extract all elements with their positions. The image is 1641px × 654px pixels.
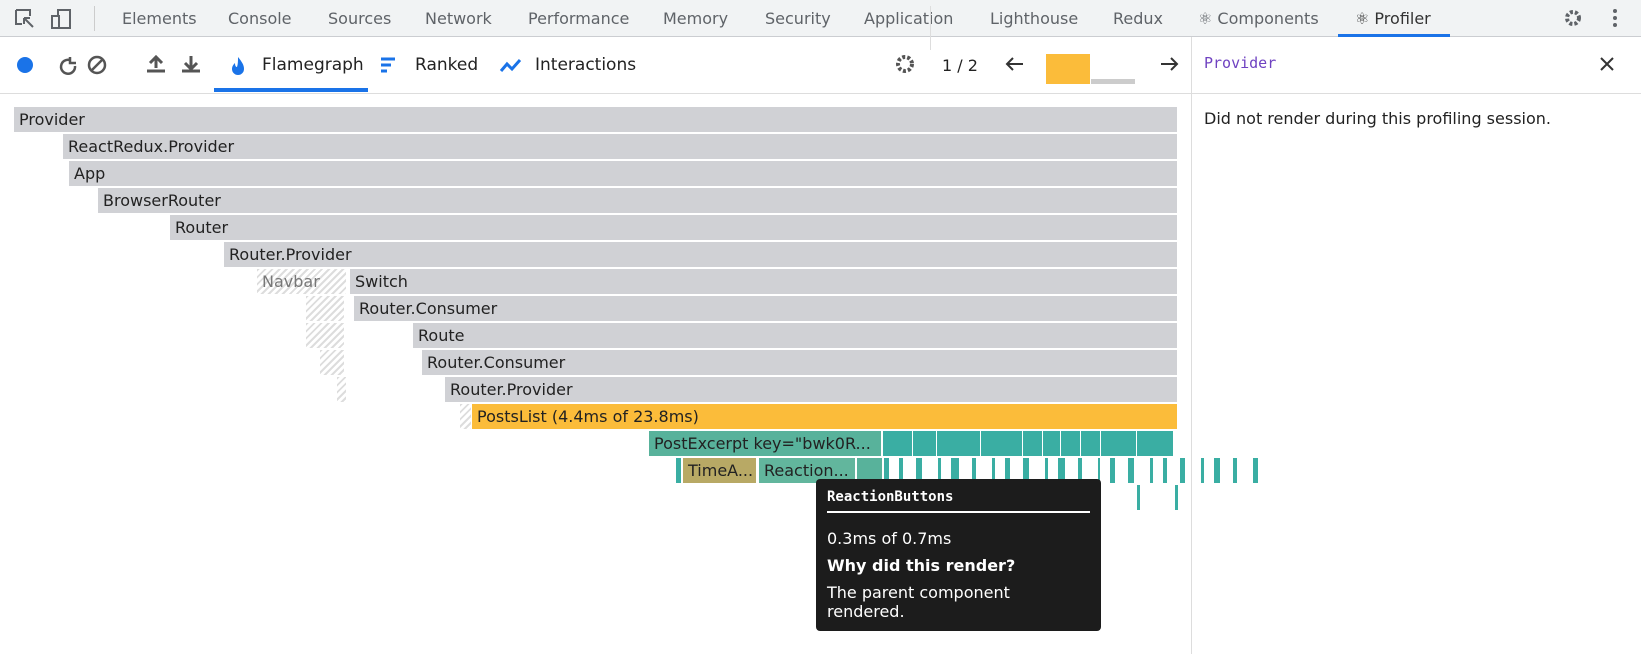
flamegraph: Provider ReactRedux.Provider App BrowserRou… — [0, 94, 1258, 654]
flame-node[interactable] — [981, 431, 1022, 456]
flame-node[interactable]: PostExcerpt key="bwk0R... — [649, 431, 881, 456]
hatched-node — [460, 404, 471, 429]
flame-node[interactable] — [676, 458, 681, 483]
flame-node[interactable] — [913, 431, 936, 456]
flame-node[interactable]: Route — [413, 323, 1177, 348]
flame-node[interactable]: Router.Consumer — [354, 296, 1177, 321]
flame-node[interactable] — [916, 458, 922, 483]
flame-node[interactable] — [951, 458, 959, 483]
hatched-node — [306, 323, 344, 348]
hatched-node — [306, 296, 344, 321]
flame-node[interactable] — [1023, 431, 1042, 456]
flame-node[interactable] — [883, 431, 912, 456]
flame-node[interactable] — [1233, 458, 1237, 483]
selected-component: Provider — [1204, 54, 1277, 72]
active-view-underline — [214, 88, 368, 92]
flame-node[interactable] — [1175, 485, 1178, 510]
flame-node[interactable] — [1214, 458, 1220, 483]
toolbar-buttons[interactable] — [14, 53, 204, 77]
devtools-tab[interactable]: Network — [425, 9, 492, 28]
flame-node[interactable] — [1043, 431, 1060, 456]
flame-node[interactable] — [1058, 458, 1065, 483]
flame-node[interactable] — [1081, 431, 1100, 456]
flame-node[interactable]: Reaction... — [759, 458, 855, 483]
devtools-tab[interactable]: ⚛ Profiler — [1355, 9, 1431, 28]
devtools-tab[interactable]: Security — [765, 9, 831, 28]
flame-node[interactable]: Switch — [350, 269, 1177, 294]
flame-node[interactable] — [1110, 458, 1115, 483]
flame-node[interactable] — [1023, 458, 1029, 483]
flame-node[interactable] — [1005, 458, 1010, 483]
devtools-tab[interactable]: Console — [228, 9, 292, 28]
flame-node[interactable] — [1201, 458, 1204, 483]
flame-node[interactable] — [1078, 458, 1082, 483]
devtools-tab[interactable]: Lighthouse — [990, 9, 1079, 28]
tooltip-heading: Why did this render? — [827, 556, 1016, 575]
flame-node[interactable] — [1101, 431, 1136, 456]
flame-node[interactable] — [972, 458, 976, 483]
flame-node[interactable]: Router.Consumer — [422, 350, 1177, 375]
devtools-tab[interactable]: Performance — [528, 9, 630, 28]
tooltip-title: ReactionButtons — [827, 489, 1090, 513]
view-icons — [232, 57, 522, 75]
side-panel: Provider Did not render during this prof… — [1191, 37, 1641, 654]
flame-node[interactable] — [937, 431, 980, 456]
flame-node[interactable] — [1098, 458, 1100, 483]
devtools-tab[interactable]: ⚛ Components — [1198, 9, 1319, 28]
flame-node[interactable] — [899, 458, 903, 483]
flame-node[interactable] — [1180, 458, 1185, 483]
hatched-node — [320, 350, 344, 375]
flame-node[interactable]: TimeA... — [683, 458, 756, 483]
flame-node[interactable]: Navbar — [257, 269, 346, 294]
flame-node[interactable] — [1061, 431, 1080, 456]
flame-node[interactable] — [992, 458, 995, 483]
settings-menu[interactable] — [1562, 7, 1632, 31]
flame-node[interactable] — [1045, 458, 1048, 483]
flame-node[interactable] — [884, 458, 889, 483]
flame-node[interactable]: App — [69, 161, 1177, 186]
flame-node[interactable]: Router — [170, 215, 1177, 240]
devtools-tab[interactable]: Redux — [1113, 9, 1164, 28]
view-tab[interactable]: Interactions — [535, 55, 637, 75]
close-button[interactable] — [1599, 56, 1615, 72]
commit-nav[interactable] — [893, 54, 1193, 84]
inspect-icons[interactable] — [14, 8, 74, 30]
flame-node[interactable]: PostsList (4.4ms of 23.8ms) — [472, 404, 1177, 429]
flame-node[interactable] — [1128, 458, 1134, 483]
flame-node[interactable]: Router.Provider — [224, 242, 1177, 267]
flame-node[interactable] — [857, 458, 882, 483]
flame-node[interactable]: Provider — [14, 107, 1177, 132]
hatched-node — [337, 377, 346, 402]
divider — [94, 6, 95, 31]
side-message: Did not render during this profiling ses… — [1204, 109, 1551, 128]
flame-node[interactable]: ReactRedux.Provider — [63, 134, 1177, 159]
devtools-tab-bar: Elements Console Sources Network Performance… — [0, 0, 1641, 37]
flame-node[interactable] — [1163, 458, 1167, 483]
flame-node[interactable] — [1137, 485, 1140, 510]
flame-node[interactable] — [1150, 458, 1153, 483]
devtools-tab[interactable]: Sources — [328, 9, 392, 28]
devtools-tab[interactable]: Memory — [663, 9, 729, 28]
commit-counter: 1 / 2 — [942, 56, 978, 75]
profiler-toolbar: Flamegraph Ranked Interactions — [0, 37, 1191, 94]
tooltip-reason: The parent component rendered. — [827, 583, 1010, 621]
tooltip-duration: 0.3ms of 0.7ms — [827, 529, 952, 548]
view-tab[interactable]: Ranked — [415, 55, 479, 75]
flame-node[interactable] — [1253, 458, 1258, 483]
active-tab-underline — [1338, 34, 1450, 37]
flame-node[interactable] — [938, 458, 941, 483]
flame-node[interactable]: BrowserRouter — [98, 188, 1177, 213]
devtools-tab[interactable]: Elements — [122, 9, 197, 28]
flame-node[interactable]: Router.Provider — [445, 377, 1177, 402]
devtools-tab[interactable]: Application — [864, 9, 954, 28]
view-tab[interactable]: Flamegraph — [262, 55, 364, 75]
flame-node[interactable] — [1137, 431, 1173, 456]
tooltip: ReactionButtons 0.3ms of 0.7ms Why did t… — [816, 479, 1101, 631]
